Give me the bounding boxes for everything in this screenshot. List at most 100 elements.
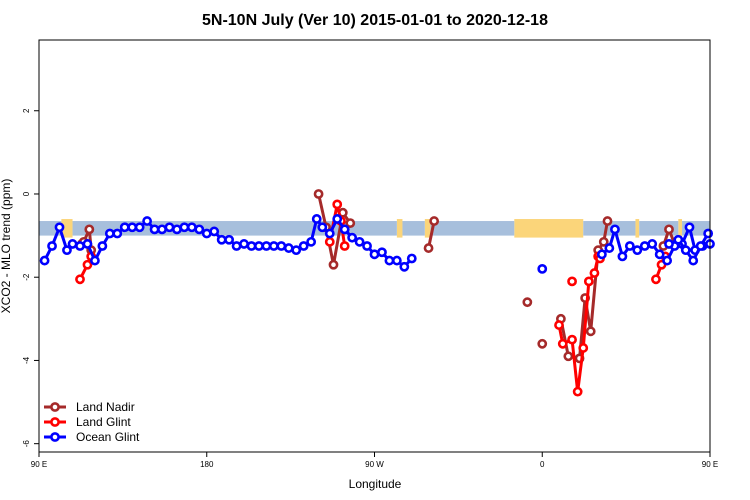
- data-point: [127, 222, 138, 233]
- data-point: [557, 338, 568, 349]
- data-point: [97, 241, 108, 251]
- data-point: [537, 263, 548, 274]
- data-point: [268, 241, 279, 251]
- data-point: [673, 234, 684, 245]
- data-point: [647, 239, 658, 249]
- data-point: [62, 245, 72, 256]
- data-point: [75, 241, 85, 251]
- data-point: [332, 199, 343, 210]
- data-point: [423, 243, 434, 253]
- data-point: [662, 255, 673, 266]
- land-fill-span: [396, 219, 403, 238]
- y-tick-label: -4: [22, 356, 31, 364]
- data-point: [377, 247, 387, 258]
- data-point: [406, 253, 417, 264]
- legend-marker: [50, 432, 60, 442]
- background-band-segment: [583, 221, 636, 236]
- data-point: [201, 228, 212, 239]
- x-tick-label: 0: [540, 460, 545, 469]
- data-point: [82, 259, 93, 270]
- data-point: [149, 224, 160, 235]
- data-point: [142, 216, 153, 226]
- land-fill-span: [635, 219, 640, 238]
- data-point: [596, 249, 607, 260]
- data-point: [429, 216, 440, 226]
- data-point: [654, 249, 665, 260]
- x-tick-label: 90 E: [31, 460, 47, 469]
- legend-item: Ocean Glint: [44, 430, 140, 444]
- data-point: [194, 224, 205, 235]
- data-point: [67, 239, 78, 249]
- data-point: [112, 228, 123, 239]
- data-point: [84, 224, 95, 235]
- data-point: [298, 241, 309, 251]
- data-point: [224, 234, 235, 245]
- data-point: [39, 255, 50, 266]
- legend-label: Land Glint: [76, 415, 131, 429]
- y-tick-label: 0: [22, 191, 31, 196]
- data-point: [345, 218, 356, 229]
- data-point: [567, 276, 577, 287]
- data-point: [664, 239, 674, 249]
- data-point: [54, 222, 65, 233]
- data-point: [47, 241, 57, 251]
- data-point: [369, 249, 380, 260]
- data-point: [179, 222, 190, 233]
- data-point: [134, 222, 145, 233]
- data-point: [703, 228, 714, 239]
- data-point: [572, 386, 583, 397]
- data-point: [239, 239, 249, 249]
- data-point: [695, 241, 706, 251]
- data-point: [680, 245, 691, 256]
- x-axis: 90 E 180 90 W 0 90 E: [31, 452, 718, 469]
- data-point: [332, 214, 343, 224]
- data-point: [75, 274, 85, 285]
- data-point: [399, 261, 410, 272]
- series-land-nadir: [76, 189, 680, 364]
- data-point: [328, 259, 339, 270]
- data-point: [324, 236, 335, 247]
- series-layer: [39, 189, 715, 397]
- data-point: [209, 226, 220, 237]
- land-fill-span: [424, 219, 431, 238]
- data-point: [254, 241, 264, 251]
- data-point: [317, 222, 328, 233]
- data-point: [624, 241, 635, 251]
- data-point: [261, 241, 272, 251]
- land-fill-span: [61, 219, 73, 238]
- data-point: [82, 239, 93, 249]
- legend-label: Land Nadir: [76, 400, 135, 414]
- data-point: [313, 189, 324, 199]
- data-point: [311, 214, 322, 224]
- x-tick-label: 90 E: [702, 460, 718, 469]
- background-band-segment: [430, 221, 515, 236]
- data-point: [157, 224, 167, 235]
- data-point: [537, 338, 548, 349]
- data-point: [164, 222, 175, 233]
- y-tick-label: -6: [22, 440, 31, 448]
- data-point: [339, 241, 350, 251]
- data-point: [578, 343, 589, 353]
- y-tick-label: -2: [22, 273, 31, 281]
- legend-item: Land Glint: [44, 415, 131, 429]
- data-point: [585, 326, 596, 337]
- data-point: [610, 224, 620, 235]
- data-point: [554, 320, 564, 330]
- data-point: [276, 241, 287, 251]
- data-point: [602, 216, 613, 226]
- data-point: [354, 236, 365, 247]
- data-point: [684, 222, 695, 233]
- legend-item: Land Nadir: [44, 400, 135, 414]
- data-point: [632, 245, 643, 256]
- data-point: [384, 255, 395, 266]
- data-point: [664, 224, 674, 235]
- data-point: [391, 255, 402, 266]
- data-point: [291, 245, 302, 256]
- data-point: [283, 243, 294, 253]
- data-point: [339, 224, 350, 235]
- data-point: [324, 228, 335, 239]
- land-fill-span: [514, 219, 584, 238]
- data-point: [347, 232, 358, 243]
- x-tick-label: 180: [200, 460, 214, 469]
- data-point: [216, 234, 227, 245]
